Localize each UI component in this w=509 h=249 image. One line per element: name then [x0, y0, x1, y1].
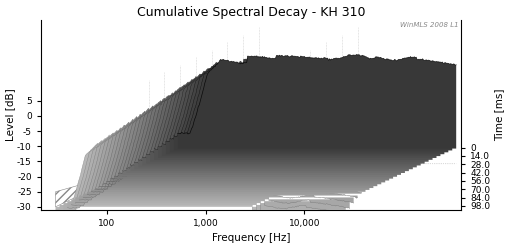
Polygon shape: [87, 122, 365, 195]
Polygon shape: [165, 65, 443, 154]
X-axis label: Frequency [Hz]: Frequency [Hz]: [211, 234, 290, 244]
Polygon shape: [79, 128, 357, 200]
Polygon shape: [174, 58, 451, 150]
Polygon shape: [130, 92, 408, 171]
Text: WinMLS 2008 L1: WinMLS 2008 L1: [399, 22, 457, 28]
Polygon shape: [115, 104, 392, 179]
Polygon shape: [91, 119, 369, 192]
Polygon shape: [75, 130, 353, 203]
Polygon shape: [178, 55, 456, 149]
Polygon shape: [95, 117, 373, 190]
Polygon shape: [60, 140, 337, 220]
Polygon shape: [138, 86, 416, 167]
Polygon shape: [110, 106, 388, 181]
Polygon shape: [55, 143, 333, 222]
Polygon shape: [146, 80, 424, 164]
Polygon shape: [63, 138, 341, 218]
Polygon shape: [122, 98, 400, 175]
Polygon shape: [154, 73, 432, 160]
Polygon shape: [169, 61, 447, 152]
Polygon shape: [99, 115, 377, 187]
Polygon shape: [55, 149, 178, 207]
Polygon shape: [126, 95, 404, 173]
Polygon shape: [158, 70, 436, 158]
Title: Cumulative Spectral Decay - KH 310: Cumulative Spectral Decay - KH 310: [136, 5, 364, 19]
Polygon shape: [134, 89, 412, 169]
Polygon shape: [103, 111, 381, 185]
Y-axis label: Level [dB]: Level [dB]: [6, 88, 16, 141]
Polygon shape: [162, 67, 440, 156]
Polygon shape: [150, 77, 428, 162]
Polygon shape: [119, 101, 397, 177]
Polygon shape: [106, 108, 384, 183]
Polygon shape: [71, 133, 349, 208]
Polygon shape: [83, 125, 361, 198]
Y-axis label: Time [ms]: Time [ms]: [493, 89, 503, 141]
Polygon shape: [67, 135, 345, 214]
Polygon shape: [142, 83, 420, 166]
